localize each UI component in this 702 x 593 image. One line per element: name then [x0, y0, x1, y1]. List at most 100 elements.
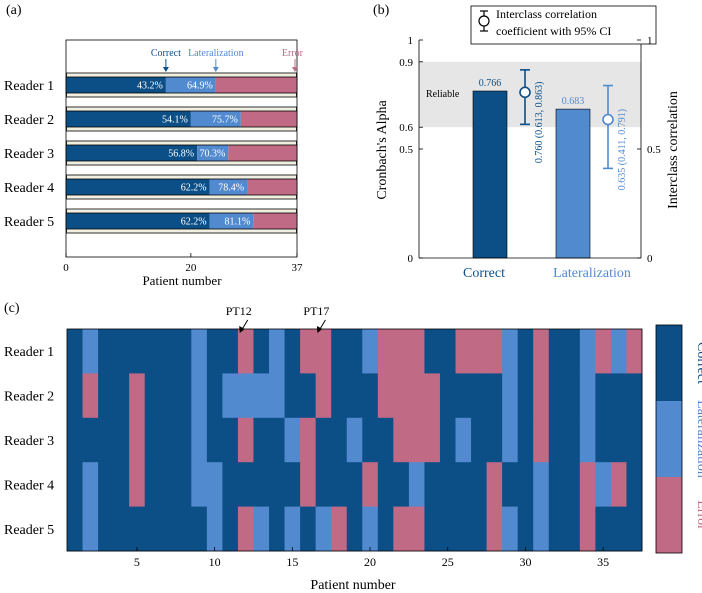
heatmap-cell — [548, 417, 565, 463]
heatmap-cell — [253, 329, 270, 374]
heatmap-cell — [408, 462, 425, 507]
bar-correct — [66, 213, 210, 229]
heatmap-cell — [439, 506, 456, 552]
heatmap-cell — [346, 417, 363, 463]
heatmap-cell — [346, 373, 363, 419]
right-tick-label: 0 — [647, 253, 653, 265]
heatmap-cell — [471, 373, 487, 419]
heatmap-cell — [222, 462, 239, 507]
heatmap-cell — [533, 506, 550, 552]
heatmap-cell — [548, 329, 565, 374]
heatmap-cell — [67, 329, 83, 374]
heatmap-cell — [610, 373, 627, 419]
heatmap-cell — [424, 373, 441, 419]
annotation-label: PT17 — [303, 304, 329, 318]
panel-a-xlabel: Patient number — [142, 273, 222, 288]
heatmap-cell — [222, 417, 239, 463]
label-correct-pct: 54.1% — [162, 115, 188, 126]
label-correct-pct: 43.2% — [137, 81, 163, 92]
heatmap-cell — [610, 462, 627, 507]
heatmap-cell — [206, 373, 223, 419]
heatmap-cell — [408, 506, 425, 552]
heatmap-cell — [206, 417, 223, 463]
legend-box — [470, 5, 657, 45]
heatmap-cell — [408, 417, 425, 463]
bar-lateralization — [209, 179, 248, 195]
heatmap-cell — [377, 329, 394, 374]
bar-correct — [66, 111, 191, 127]
heatmap-cell — [237, 506, 254, 552]
heatmap-cell — [300, 329, 317, 374]
icc-point — [519, 86, 531, 99]
heatmap-cell — [439, 417, 456, 463]
x-tick-label: 20 — [185, 262, 197, 274]
heatmap-cell — [564, 462, 581, 507]
heatmap-cell — [346, 329, 363, 374]
bar-lateralization — [165, 77, 216, 93]
heatmap-cell — [113, 506, 130, 552]
heatmap-cell — [222, 506, 239, 552]
heatmap-cell — [191, 506, 208, 552]
heatmap-cell — [626, 417, 643, 463]
heatmap-cell — [486, 506, 503, 552]
heatmap-cell — [284, 417, 301, 463]
heatmap-cell — [502, 329, 519, 374]
bar-error — [253, 213, 297, 229]
alpha-value-label: 0.683 — [562, 96, 585, 107]
heatmap-cell — [144, 506, 161, 552]
heatmap-cell — [377, 373, 394, 419]
heatmap-cell — [331, 417, 348, 463]
heatmap-cell — [377, 417, 394, 463]
category-label-correct: Correct — [463, 266, 505, 281]
left-tick-label: 1 — [408, 35, 414, 47]
heatmap-cell — [206, 329, 223, 374]
heatmap-cell — [175, 417, 192, 463]
heatmap-reader-label: Reader 2 — [4, 390, 54, 405]
bar-outline — [65, 212, 298, 230]
heatmap-cell — [486, 417, 503, 463]
heatmap-cell — [548, 506, 565, 552]
heatmap-cell — [82, 417, 99, 463]
heatmap-cell — [98, 506, 115, 552]
heatmap-cell — [284, 462, 301, 507]
panel-c: (c) Reader 1 Reader 2 Reader 3 Reader 4 Read… — [4, 301, 702, 593]
heatmap-cell — [517, 329, 534, 374]
heatmap-cell — [471, 417, 487, 463]
heatmap-cell — [129, 373, 146, 419]
header-correct: Correct — [151, 48, 181, 59]
heatmap-cell — [113, 329, 130, 374]
colorbar-label: Correct — [694, 342, 702, 384]
heatmap-cell — [98, 329, 115, 374]
heatmap-cell — [237, 373, 254, 419]
heatmap-cell — [595, 373, 612, 419]
bar-error — [247, 179, 297, 195]
heatmap-cell — [424, 462, 441, 507]
heatmap-cell — [160, 373, 177, 419]
bar-outline — [65, 178, 298, 196]
heatmap-x-tick-label: 30 — [519, 555, 531, 569]
heatmap-cell — [237, 462, 254, 507]
heatmap-cell — [284, 373, 301, 419]
heatmap-cell — [206, 462, 223, 507]
label-cumulative-pct: 64.9% — [187, 81, 213, 92]
heatmap-cell — [533, 329, 550, 374]
heatmap-cell — [269, 506, 285, 552]
heatmap-cell — [626, 373, 643, 419]
heatmap-cell — [160, 462, 177, 507]
panel-b-ylabel-right: Interclass correlation — [666, 91, 681, 209]
heatmap-cell — [191, 417, 208, 463]
panel-a-label: (a) — [6, 3, 22, 18]
heatmap-cell — [564, 417, 581, 463]
colorbar-segment — [656, 401, 682, 477]
legend-marker-icon — [478, 15, 490, 27]
heatmap-cell — [455, 462, 472, 507]
heatmap-cell — [253, 417, 270, 463]
heatmap-cell — [579, 329, 596, 374]
heatmap-cell — [175, 329, 192, 374]
heatmap-cell — [144, 417, 161, 463]
heatmap-cell — [144, 373, 161, 419]
heatmap-cell — [595, 506, 612, 552]
annotation-label: PT12 — [226, 304, 252, 318]
heatmap-cell — [408, 329, 425, 374]
panel-b-ylabel-left: Cronbach's Alpha — [375, 100, 390, 200]
